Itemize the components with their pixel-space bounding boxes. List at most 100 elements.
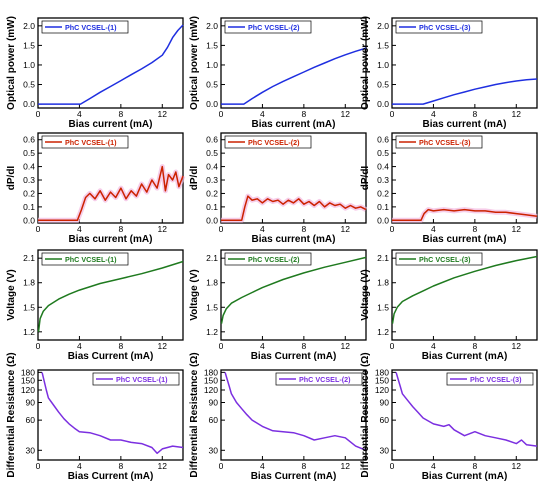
x-tick-label: 0: [219, 341, 224, 351]
x-tick-label: 8: [472, 224, 477, 234]
x-tick-label: 4: [431, 461, 436, 471]
x-axis-label: Bias Current (mA): [422, 471, 508, 482]
y-tick-label: 0.0: [23, 99, 35, 109]
plot-frame: [391, 369, 538, 461]
y-axis-label: Optical power (mW): [189, 16, 200, 110]
y-tick-label: 2.0: [377, 21, 389, 31]
x-axis-label: Bias Current (mA): [251, 351, 337, 362]
x-tick-label: 0: [36, 461, 41, 471]
series-line: [221, 195, 367, 222]
x-tick-label: 0: [219, 224, 224, 234]
y-tick-label: 0.5: [23, 80, 35, 90]
plot-frame: [391, 132, 538, 224]
x-tick-label: 0: [390, 109, 395, 119]
y-tick-label: 0.6: [23, 135, 35, 145]
x-tick-label: 8: [472, 109, 477, 119]
legend-box: [446, 372, 534, 386]
x-tick-label: 12: [158, 109, 168, 119]
x-tick-label: 0: [36, 341, 41, 351]
y-tick-label: 120: [204, 385, 218, 395]
y-axis-label: dP/dI: [6, 166, 17, 191]
x-axis-label: Bias current (mA): [423, 234, 507, 245]
x-tick-label: 0: [390, 224, 395, 234]
legend-box: [92, 372, 180, 386]
y-tick-label: 2.0: [206, 21, 218, 31]
series-line: [224, 372, 367, 451]
legend-label: PhC VCSEL-(1): [65, 23, 117, 32]
series-line: [38, 165, 184, 222]
x-tick-label: 0: [390, 341, 395, 351]
x-axis-label: Bias Current (mA): [251, 471, 337, 482]
legend-box: [224, 20, 312, 34]
x-tick-label: 12: [512, 109, 522, 119]
x-tick-label: 12: [341, 461, 351, 471]
y-tick-label: 0.1: [206, 202, 218, 212]
y-tick-label: 0.0: [206, 99, 218, 109]
legend-label: PhC VCSEL-(2): [248, 23, 300, 32]
legend-box: [41, 252, 129, 266]
legend-label: PhC VCSEL-(2): [248, 138, 300, 147]
series-error-band: [392, 207, 538, 223]
x-tick-label: 4: [77, 109, 82, 119]
y-tick-label: 30: [26, 445, 36, 455]
series-line: [38, 24, 184, 105]
x-tick-label: 12: [158, 224, 168, 234]
y-tick-label: 2.1: [23, 253, 35, 263]
legend-box: [224, 252, 312, 266]
y-tick-label: 0.3: [23, 175, 35, 185]
x-axis-label: Bias current (mA): [69, 234, 153, 245]
legend-box: [224, 135, 312, 149]
x-tick-label: 8: [301, 109, 306, 119]
plot-frame: [220, 132, 367, 224]
x-tick-label: 12: [158, 341, 168, 351]
x-tick-label: 12: [158, 461, 168, 471]
y-tick-label: 1.5: [206, 40, 218, 50]
plot-frame: [220, 369, 367, 461]
y-tick-label: 0.2: [206, 188, 218, 198]
y-tick-label: 30: [380, 445, 390, 455]
y-axis-label: dP/dI: [360, 166, 371, 191]
legend-box: [395, 252, 483, 266]
x-axis-label: Bias Current (mA): [68, 471, 154, 482]
x-tick-label: 0: [36, 224, 41, 234]
y-axis-label: Optical power (mW): [6, 16, 17, 110]
y-tick-label: 1.2: [23, 327, 35, 337]
x-axis-label: Bias current (mA): [252, 234, 336, 245]
x-tick-label: 8: [118, 224, 123, 234]
plot-frame: [391, 249, 538, 341]
y-tick-label: 1.0: [377, 60, 389, 70]
plot-frame: [220, 249, 367, 341]
x-tick-label: 4: [260, 224, 265, 234]
legend-label: PhC VCSEL-(3): [419, 138, 471, 147]
x-tick-label: 12: [341, 224, 351, 234]
y-tick-label: 1.5: [206, 302, 218, 312]
legend-label: PhC VCSEL-(1): [116, 375, 168, 384]
plot-frame: [37, 249, 184, 341]
series-line: [392, 208, 538, 222]
y-tick-label: 1.5: [23, 40, 35, 50]
series-line: [392, 78, 538, 105]
y-tick-label: 180: [204, 367, 218, 377]
x-tick-label: 12: [512, 461, 522, 471]
x-tick-label: 12: [512, 224, 522, 234]
x-axis-label: Bias current (mA): [69, 119, 153, 130]
y-axis-label: Voltage (V): [189, 269, 200, 320]
x-axis-label: Bias Current (mA): [68, 351, 154, 362]
y-tick-label: 90: [380, 398, 390, 408]
y-tick-label: 1.5: [377, 302, 389, 312]
y-axis-label: Voltage (V): [360, 269, 371, 320]
legend-box: [395, 20, 483, 34]
panel-8: 0 4 8 12 1.2 1.5 1.8 2.1 Bias Current (mA) Voltag…: [189, 249, 367, 362]
series-line: [221, 47, 367, 105]
plot-frame: [37, 369, 184, 461]
y-tick-label: 0.1: [23, 202, 35, 212]
y-tick-label: 0.2: [23, 188, 35, 198]
x-tick-label: 8: [118, 109, 123, 119]
y-axis-label: Optical power (mW): [360, 16, 371, 110]
panel-1: 0 4 8 12 0.0 0.5 1.0 1.5 2.0 Bias current (mA) Opt…: [6, 16, 184, 130]
legend-label: PhC VCSEL-(2): [248, 255, 300, 264]
x-axis-label: Bias current (mA): [252, 119, 336, 130]
